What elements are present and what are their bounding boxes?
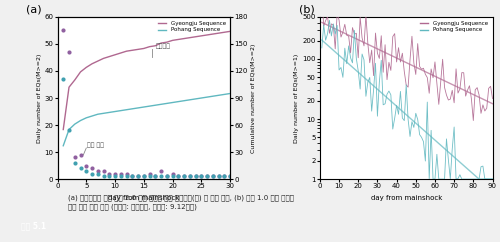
Point — [146, 172, 154, 176]
Point — [111, 174, 119, 178]
Point — [152, 174, 160, 178]
Point — [157, 174, 165, 178]
Point — [140, 174, 148, 178]
Point — [140, 174, 148, 178]
Point — [214, 174, 222, 178]
Point — [65, 50, 73, 54]
Point — [106, 174, 114, 178]
Text: (b): (b) — [299, 5, 315, 15]
Point — [94, 172, 102, 176]
Point — [128, 174, 136, 178]
Point — [220, 174, 228, 178]
Legend: Gyeongju Sequence, Pohang Sequence: Gyeongju Sequence, Pohang Sequence — [156, 20, 228, 34]
Point — [180, 174, 188, 178]
Point — [192, 174, 200, 178]
Point — [82, 164, 90, 167]
Point — [180, 174, 188, 178]
Text: (a): (a) — [26, 5, 42, 15]
Point — [226, 174, 234, 178]
Point — [122, 174, 130, 178]
Point — [88, 166, 96, 170]
Y-axis label: Daily number of EQs(M>=2): Daily number of EQs(M>=2) — [36, 53, 42, 143]
Point — [71, 156, 79, 159]
Point — [186, 174, 194, 178]
Text: 일별 횟수: 일별 횟수 — [88, 142, 104, 148]
Text: 누적횟수: 누적횟수 — [156, 43, 170, 49]
X-axis label: day from mainshock: day from mainshock — [108, 195, 180, 201]
Point — [168, 174, 176, 178]
Point — [214, 174, 222, 178]
Point — [174, 174, 182, 178]
Text: (a) 시간경과에 따른 규모 2.0 이상 지진의 일별 발생횟수(원) 및 누적 횟수, (b) 규모 1.0 이상 지진의
일별 발생 횟수 분포 (하늘: (a) 시간경과에 따른 규모 2.0 이상 지진의 일별 발생횟수(원) 및 … — [68, 195, 294, 210]
Point — [71, 161, 79, 165]
Point — [111, 172, 119, 176]
Point — [60, 77, 68, 81]
Point — [134, 174, 142, 178]
Point — [203, 174, 211, 178]
Y-axis label: Daily number of EQs(M>=1): Daily number of EQs(M>=1) — [294, 53, 300, 143]
Point — [65, 129, 73, 132]
Point — [198, 174, 205, 178]
Point — [157, 169, 165, 173]
Point — [163, 174, 171, 178]
Legend: Gyeongju Sequence, Pohang Sequence: Gyeongju Sequence, Pohang Sequence — [418, 20, 490, 34]
Point — [220, 174, 228, 178]
Point — [82, 169, 90, 173]
Point — [94, 169, 102, 173]
Point — [146, 174, 154, 178]
Point — [192, 174, 200, 178]
Point — [226, 174, 234, 178]
Point — [117, 174, 125, 178]
Point — [152, 174, 160, 178]
X-axis label: day from mainshock: day from mainshock — [370, 195, 442, 201]
Point — [168, 172, 176, 176]
Point — [198, 174, 205, 178]
Point — [134, 174, 142, 178]
Y-axis label: Cumulative number of EQs(M>=2): Cumulative number of EQs(M>=2) — [250, 43, 256, 153]
Point — [174, 174, 182, 178]
Point — [209, 174, 217, 178]
Point — [60, 29, 68, 32]
Point — [100, 169, 108, 173]
Point — [88, 172, 96, 176]
Point — [128, 174, 136, 178]
Point — [76, 153, 84, 157]
Point — [122, 172, 130, 176]
Text: 그림 5.1: 그림 5.1 — [21, 222, 46, 231]
Point — [186, 174, 194, 178]
Point — [203, 174, 211, 178]
Point — [117, 172, 125, 176]
Point — [209, 174, 217, 178]
Point — [163, 174, 171, 178]
Point — [106, 172, 114, 176]
Point — [76, 166, 84, 170]
Point — [100, 174, 108, 178]
